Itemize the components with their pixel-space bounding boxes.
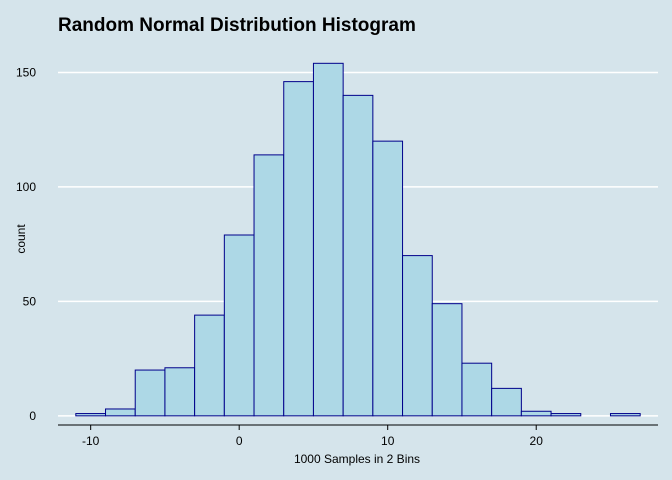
y-axis-ticks: 0 50 100 150 [16, 65, 36, 422]
histogram-bars [75, 62, 641, 417]
x-axis-label: 1000 Samples in 2 Bins [294, 452, 420, 466]
histogram-bar [550, 413, 582, 417]
x-tick-label: -10 [82, 434, 100, 448]
histogram-bar [520, 410, 552, 417]
histogram-bar [461, 362, 493, 417]
histogram-bar [75, 413, 107, 417]
y-axis-label: count [14, 224, 28, 254]
y-tick-label: 50 [23, 294, 37, 308]
histogram-bar [194, 314, 225, 417]
histogram-bar [491, 387, 522, 417]
y-tick-label: 100 [16, 180, 36, 194]
x-tick-label: 0 [236, 434, 243, 448]
histogram-bar [431, 303, 463, 417]
histogram-bar [312, 62, 344, 417]
histogram-bar [283, 81, 314, 417]
chart-title: Random Normal Distribution Histogram [58, 15, 416, 36]
x-tick-label: 20 [530, 434, 544, 448]
histogram-bar [372, 140, 404, 417]
histogram-bar [134, 369, 166, 417]
histogram-bar [609, 413, 641, 417]
histogram-bar [342, 94, 374, 417]
y-tick-label: 0 [29, 409, 36, 423]
x-tick-label: 10 [381, 434, 395, 448]
y-tick-label: 150 [16, 65, 36, 79]
histogram-bar [105, 408, 136, 417]
histogram-bar [164, 367, 196, 417]
histogram-bar [223, 234, 255, 417]
histogram-bar [253, 154, 285, 417]
x-axis-ticks: -10 0 10 20 [82, 425, 543, 448]
histogram-bar [402, 255, 433, 417]
